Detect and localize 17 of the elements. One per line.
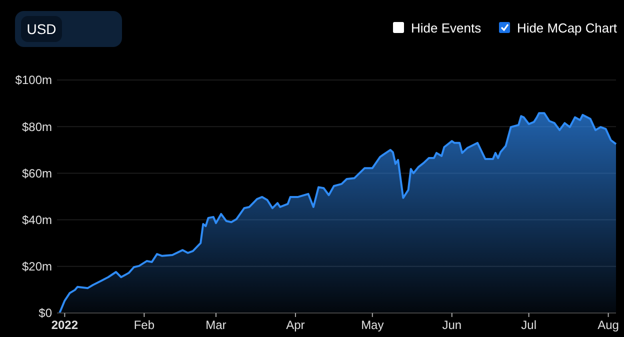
y-tick-label: $20m	[22, 260, 52, 274]
currency-toggle: USD	[15, 11, 122, 47]
x-tick-label: Feb	[134, 318, 155, 332]
y-tick-label: $100m	[15, 73, 52, 88]
x-tick-label: May	[361, 318, 384, 332]
x-tick-label: Jul	[521, 318, 536, 332]
y-tick-label: $40m	[22, 213, 52, 227]
x-tick-label: 2022	[51, 318, 78, 332]
x-tick-label: Apr	[286, 318, 305, 332]
y-tick-label: $60m	[22, 166, 52, 180]
x-tick-label: Mar	[206, 318, 226, 332]
x-tick-label: Aug	[598, 318, 619, 332]
checkbox-unchecked: Hide Events	[393, 20, 482, 36]
y-tick-label: $0	[38, 306, 52, 320]
x-tick-label: Jun	[442, 318, 462, 332]
checkbox-checked: Hide MCap Chart	[499, 20, 618, 36]
y-tick-label: $80m	[22, 120, 52, 134]
